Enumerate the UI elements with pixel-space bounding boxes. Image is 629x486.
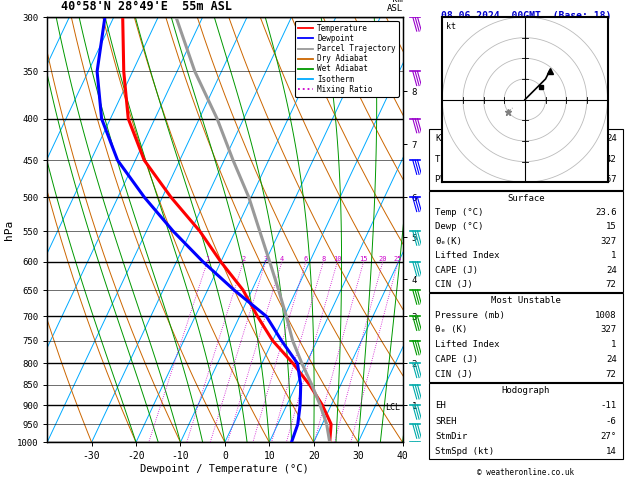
Text: LCL: LCL	[386, 402, 400, 412]
Text: 72: 72	[606, 370, 616, 379]
Text: 1: 1	[611, 340, 616, 349]
Text: 10: 10	[333, 256, 342, 262]
Text: 327: 327	[601, 326, 616, 334]
Text: Totals Totals: Totals Totals	[435, 155, 505, 164]
Text: 40°58'N 28°49'E  55m ASL: 40°58'N 28°49'E 55m ASL	[61, 0, 232, 13]
Text: 1008: 1008	[595, 311, 616, 320]
Text: 3: 3	[264, 256, 267, 262]
Text: 6: 6	[304, 256, 308, 262]
Text: 15: 15	[606, 223, 616, 231]
Text: θₑ (K): θₑ (K)	[435, 326, 467, 334]
Text: SREH: SREH	[435, 417, 457, 426]
Text: K: K	[435, 135, 440, 143]
Text: kt: kt	[445, 22, 455, 31]
Text: CIN (J): CIN (J)	[435, 370, 472, 379]
X-axis label: Dewpoint / Temperature (°C): Dewpoint / Temperature (°C)	[140, 464, 309, 474]
Text: Hodograph: Hodograph	[502, 386, 550, 395]
Text: 72: 72	[606, 280, 616, 289]
Text: StmSpd (kt): StmSpd (kt)	[435, 447, 494, 456]
Text: 42: 42	[606, 155, 616, 164]
Text: CAPE (J): CAPE (J)	[435, 265, 478, 275]
Text: Most Unstable: Most Unstable	[491, 296, 561, 305]
Text: 27°: 27°	[601, 432, 616, 441]
Text: Dewp (°C): Dewp (°C)	[435, 223, 484, 231]
Text: 24: 24	[606, 265, 616, 275]
Text: 327: 327	[601, 237, 616, 246]
Text: Temp (°C): Temp (°C)	[435, 208, 484, 217]
Text: 14: 14	[606, 447, 616, 456]
Bar	[429, 383, 623, 459]
Text: PW (cm): PW (cm)	[435, 175, 472, 184]
Text: 08.06.2024  00GMT  (Base: 18): 08.06.2024 00GMT (Base: 18)	[441, 11, 611, 21]
Text: Pressure (mb): Pressure (mb)	[435, 311, 505, 320]
Text: StmDir: StmDir	[435, 432, 467, 441]
Text: CIN (J): CIN (J)	[435, 280, 472, 289]
Text: © weatheronline.co.uk: © weatheronline.co.uk	[477, 468, 574, 477]
Text: 8: 8	[321, 256, 325, 262]
Text: Lifted Index: Lifted Index	[435, 340, 499, 349]
Bar	[429, 191, 623, 292]
Text: -6: -6	[606, 417, 616, 426]
Text: 1: 1	[611, 251, 616, 260]
Bar	[429, 293, 623, 382]
Text: EH: EH	[435, 401, 446, 410]
Text: Mixing Ratio (g/kg): Mixing Ratio (g/kg)	[441, 178, 450, 281]
Text: 25: 25	[394, 256, 402, 262]
Text: km
ASL: km ASL	[386, 0, 403, 13]
Text: 23.6: 23.6	[595, 208, 616, 217]
Text: Lifted Index: Lifted Index	[435, 251, 499, 260]
Text: 4: 4	[280, 256, 284, 262]
Legend: Temperature, Dewpoint, Parcel Trajectory, Dry Adiabat, Wet Adiabat, Isotherm, Mi: Temperature, Dewpoint, Parcel Trajectory…	[295, 21, 399, 97]
Text: Surface: Surface	[507, 194, 545, 203]
Text: 2: 2	[241, 256, 245, 262]
Text: 2.67: 2.67	[595, 175, 616, 184]
Text: 24: 24	[606, 355, 616, 364]
Text: CAPE (J): CAPE (J)	[435, 355, 478, 364]
Y-axis label: hPa: hPa	[4, 220, 14, 240]
Text: 15: 15	[359, 256, 368, 262]
Bar	[429, 129, 623, 190]
Text: -11: -11	[601, 401, 616, 410]
Text: 24: 24	[606, 135, 616, 143]
Text: 20: 20	[379, 256, 387, 262]
Text: 1: 1	[205, 256, 209, 262]
Text: θₑ(K): θₑ(K)	[435, 237, 462, 246]
